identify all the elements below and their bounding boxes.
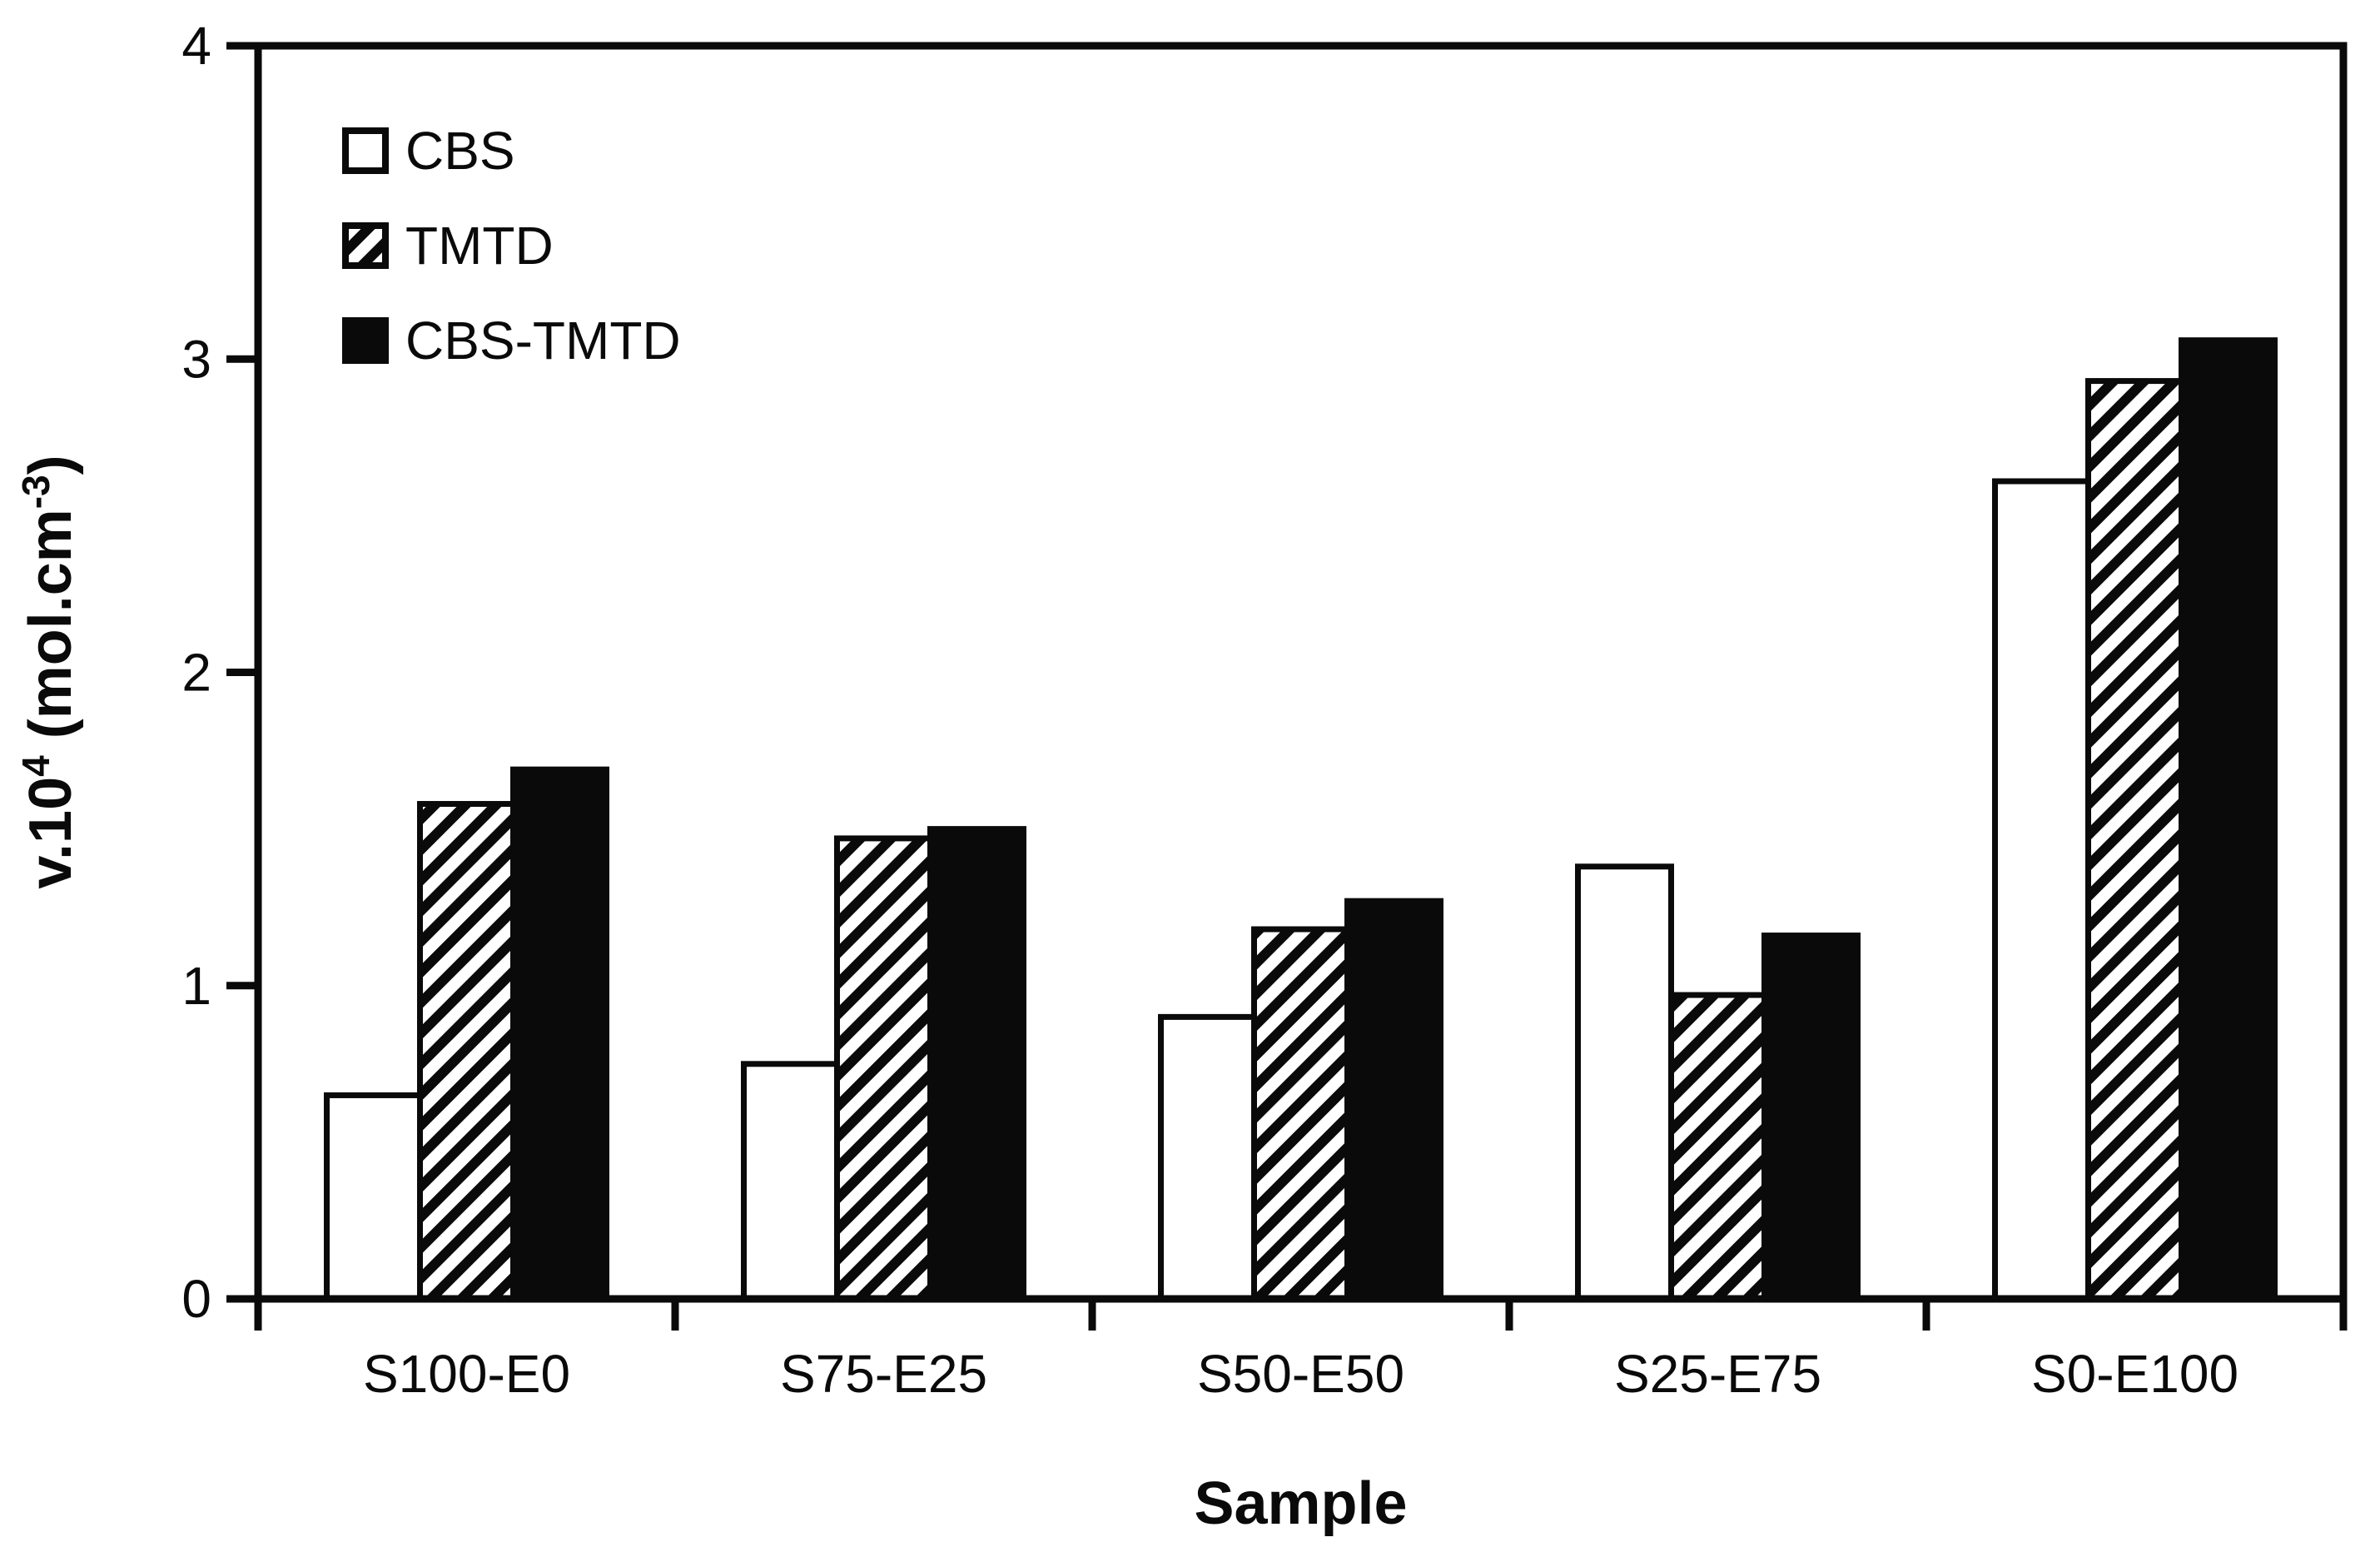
bar-TMTD-S0-E100 — [2085, 378, 2184, 1302]
x-axis-category-label: S50-E50 — [1197, 1344, 1404, 1404]
y-axis-tick-label: 1 — [181, 956, 211, 1016]
y-axis-title: v.104 (mol.cm-3) — [14, 455, 84, 888]
y-axis-tick-label: 2 — [181, 643, 211, 703]
y-axis-tick-label: 0 — [181, 1269, 211, 1329]
y-axis-tick-label: 4 — [181, 16, 211, 76]
legend-label-TMTD: TMTD — [405, 216, 554, 276]
x-axis-category-label: S100-E0 — [363, 1344, 570, 1404]
bar-CBS-TMTD-S0-E100 — [2179, 337, 2278, 1302]
legend-label-CBS-TMTD: CBS-TMTD — [405, 311, 681, 371]
legend-swatch-CBS — [342, 127, 389, 174]
bar-CBS-S25-E75 — [1575, 863, 1674, 1302]
x-axis-title: Sample — [1194, 1470, 1407, 1537]
bar-CBS-TMTD-S100-E0 — [510, 766, 609, 1302]
bar-TMTD-S25-E75 — [1668, 992, 1767, 1302]
bar-CBS-TMTD-S75-E25 — [927, 826, 1026, 1302]
legend-swatch-TMTD — [342, 222, 389, 269]
bar-CBS-S75-E25 — [741, 1061, 840, 1302]
bar-TMTD-S50-E50 — [1251, 926, 1350, 1302]
bar-CBS-S50-E50 — [1158, 1013, 1257, 1302]
x-axis-category-label: S75-E25 — [780, 1344, 987, 1404]
bar-CBS-S0-E100 — [1992, 478, 2091, 1302]
x-axis-category-label: S0-E100 — [2031, 1344, 2238, 1404]
y-axis-tick-label: 3 — [181, 329, 211, 389]
bar-TMTD-S100-E0 — [417, 801, 516, 1302]
bar-CBS-TMTD-S50-E50 — [1344, 898, 1443, 1302]
bar-CBS-TMTD-S25-E75 — [1761, 933, 1861, 1302]
legend-label-CBS: CBS — [405, 121, 515, 181]
x-axis-category-label: S25-E75 — [1614, 1344, 1821, 1404]
bar-TMTD-S75-E25 — [834, 835, 933, 1302]
legend-swatch-CBS-TMTD — [342, 317, 389, 364]
bar-CBS-S100-E0 — [324, 1092, 423, 1302]
